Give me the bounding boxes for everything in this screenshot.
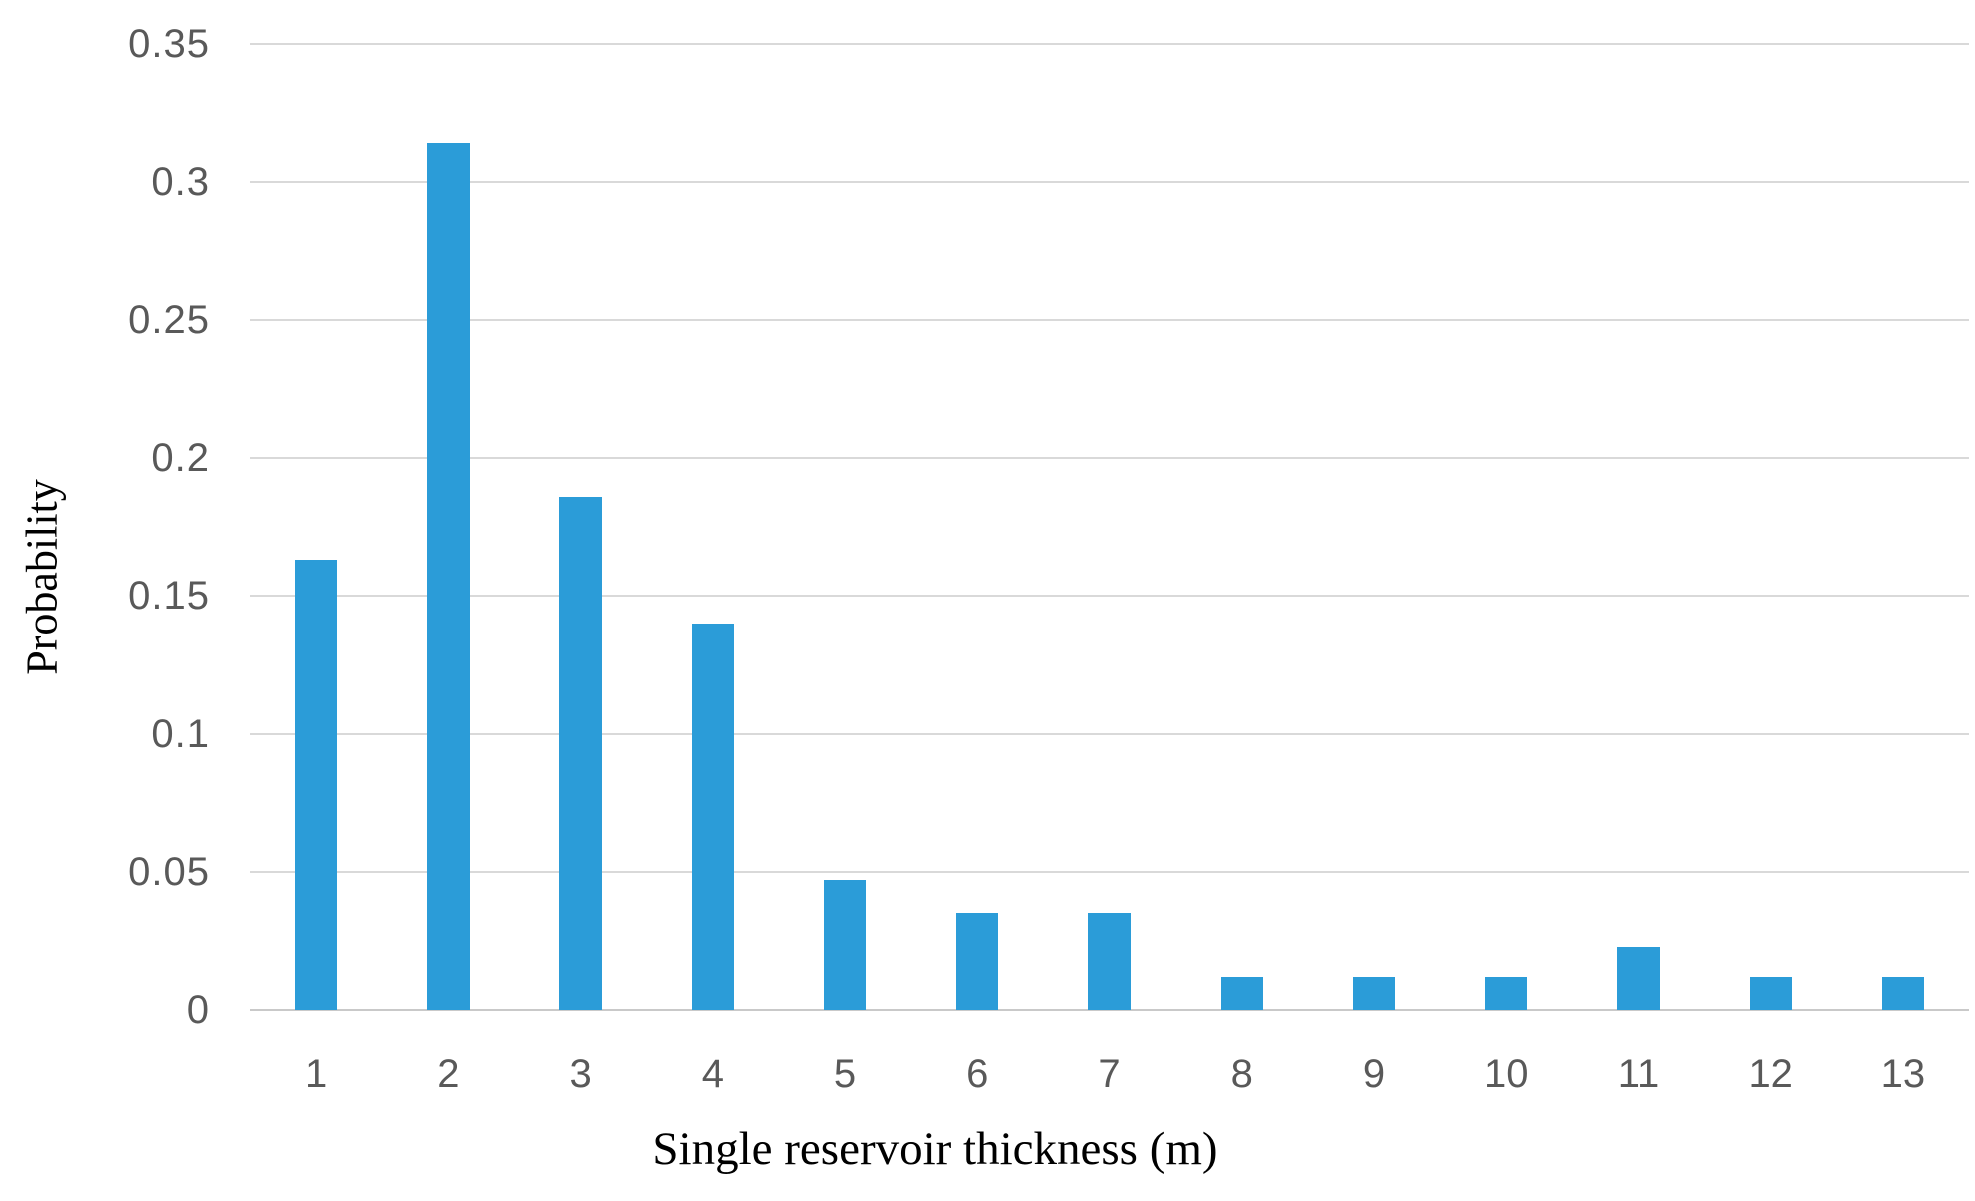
bar-cell — [1572, 44, 1704, 1010]
x-tick-label: 8 — [1230, 1052, 1253, 1096]
bar-cell — [514, 44, 646, 1010]
x-tick-label: 3 — [569, 1052, 592, 1096]
x-tick-label: 2 — [437, 1052, 460, 1096]
x-axis-baseline — [250, 1009, 1969, 1011]
plot-area — [250, 43, 1969, 1011]
bar-2 — [427, 143, 470, 1010]
bar-3 — [559, 496, 602, 1010]
x-tick-label: 7 — [1098, 1052, 1121, 1096]
bar-13 — [1881, 976, 1925, 1010]
y-tick-label: 0.05 — [128, 850, 210, 894]
bar-6 — [956, 913, 999, 1010]
bar-9 — [1352, 976, 1396, 1010]
y-tick-label: 0.25 — [128, 298, 210, 342]
y-tick-label: 0.35 — [128, 22, 210, 66]
bar-cell — [1043, 44, 1175, 1010]
gridline — [250, 181, 1969, 183]
x-tick-label: 1 — [304, 1052, 328, 1096]
bar-cell — [779, 44, 911, 1010]
bar-cell — [250, 44, 382, 1010]
x-tick-label: 12 — [1748, 1052, 1793, 1096]
bar-12 — [1749, 976, 1792, 1010]
bar-cell — [1705, 44, 1837, 1010]
gridline — [250, 43, 1969, 45]
gridline — [250, 733, 1969, 735]
bar-cell — [911, 44, 1043, 1010]
bar-cell — [647, 44, 779, 1010]
bars-container — [250, 44, 1969, 1010]
bar-7 — [1088, 913, 1131, 1010]
gridline — [250, 319, 1969, 321]
x-tick-label: 4 — [701, 1052, 724, 1096]
y-tick-label: 0.3 — [151, 160, 210, 204]
bar-11 — [1617, 946, 1660, 1010]
x-tick-label: 5 — [833, 1052, 857, 1096]
bar-5 — [823, 880, 867, 1010]
bar-cell — [1308, 44, 1440, 1010]
y-axis-labels: 0.35 0.3 0.25 0.2 0.15 0.1 0.05 0 — [0, 24, 210, 1030]
x-tick-label: 13 — [1880, 1052, 1926, 1096]
gridline — [250, 871, 1969, 873]
x-axis-labels: 1 2 3 4 5 6 7 8 9 10 11 12 13 — [250, 1046, 1969, 1102]
bar-cell — [382, 44, 514, 1010]
y-tick-label: 0 — [186, 988, 210, 1032]
bar-4 — [691, 623, 734, 1010]
y-tick-label: 0.2 — [151, 436, 210, 480]
bar-cell — [1176, 44, 1308, 1010]
x-tick-label: 9 — [1362, 1052, 1386, 1096]
bar-cell — [1837, 44, 1969, 1010]
x-tick-label: 10 — [1483, 1052, 1529, 1096]
gridline — [250, 457, 1969, 459]
bar-cell — [1440, 44, 1572, 1010]
x-tick-label: 11 — [1617, 1052, 1660, 1096]
x-axis-title: Single reservoir thickness (m) — [652, 1123, 1218, 1175]
bar-1 — [294, 560, 338, 1010]
y-tick-label: 0.15 — [128, 574, 210, 618]
y-tick-label: 0.1 — [151, 712, 210, 756]
x-tick-label: 6 — [966, 1052, 989, 1096]
gridline — [250, 595, 1969, 597]
bar-10 — [1485, 976, 1528, 1010]
bar-8 — [1220, 976, 1263, 1010]
